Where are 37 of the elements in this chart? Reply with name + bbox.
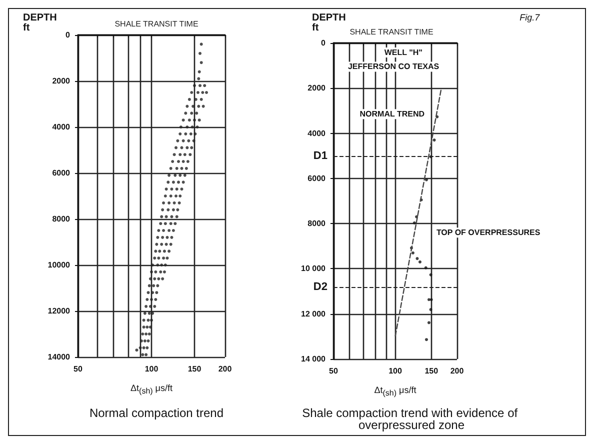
text: Normal compaction trend [89,406,224,420]
y-tick-label: 12000 [48,306,71,316]
caption: Fig.7 [520,12,541,23]
y-tick-label: 4000 [308,128,326,138]
chart-title: SHALE TRANSIT TIME [350,28,434,36]
x-tick-label: 100 [144,364,159,374]
annotation: WELL "H" [384,48,423,57]
y-tick-label: 0 [321,38,326,48]
y-tick-label: 14 000 [301,354,326,364]
y-tick-label: 10 000 [301,264,326,274]
x-tick-label: 200 [218,364,232,374]
x-tick-label: 50 [74,364,83,374]
y-tick-label: 6000 [308,174,326,183]
y-axis-title: DEPTH ft [312,12,346,34]
x-tick-label: 150 [188,364,202,374]
text: Shale compaction trend with evidence of overpressured zone [302,406,521,432]
y-tick-label: 2000 [52,76,71,86]
y-tick-label: 2000 [308,84,326,93]
x-tick-label: 100 [388,366,402,376]
y-tick-label: 0 [66,30,71,40]
annotation: TOP OF OVERPRESSURES [436,228,541,238]
x-tick-label: 50 [329,366,338,376]
y-tick-label: 12 000 [301,309,326,318]
y-tick-label: 14000 [48,352,71,362]
annotation: JEFFERSON CO TEXAS [348,62,440,72]
chart-title: SHALE TRANSIT TIME [114,20,198,28]
y-tick-label: 8000 [52,214,71,224]
ref-line-label: D2 [313,280,328,293]
y-axis-title: DEPTH ft [23,12,57,34]
y-tick-label: 8000 [308,219,326,228]
y-tick-label: 4000 [52,122,71,132]
y-tick-label: 10000 [48,260,71,270]
y-tick-label: 6000 [52,168,71,178]
x-tick-label: 200 [450,366,464,376]
annotation: NORMAL TREND [360,110,425,119]
x-tick-label: 150 [424,366,439,376]
ref-line-label: D1 [313,150,328,162]
